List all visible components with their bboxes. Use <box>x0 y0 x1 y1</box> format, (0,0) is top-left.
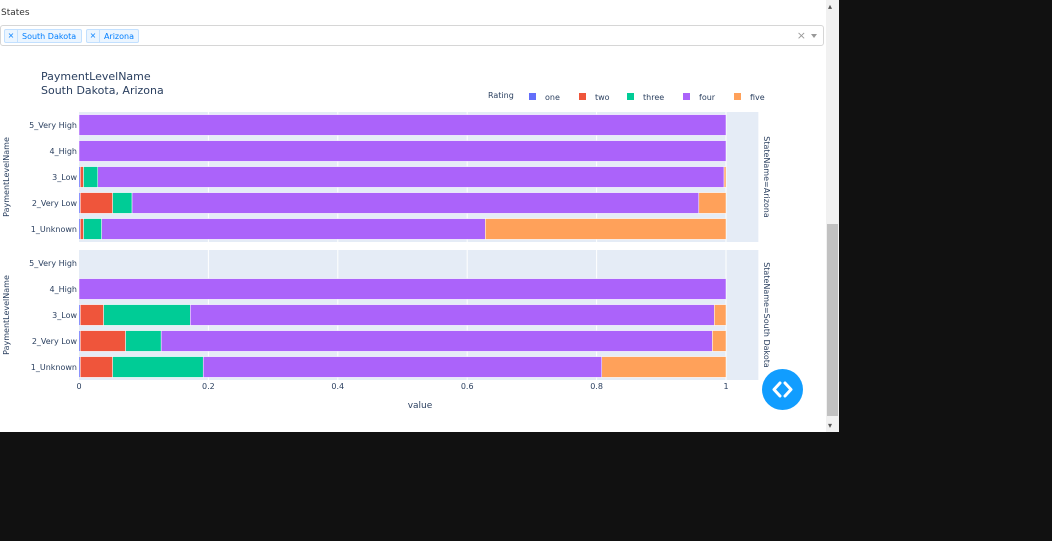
bar-segment-two <box>80 166 84 188</box>
app-frame: States × South Dakota × Arizona × Paymen… <box>0 0 839 432</box>
legend-label-two: two <box>595 93 610 102</box>
scroll-up-icon[interactable]: ▴ <box>828 2 833 11</box>
bar-segment-five <box>723 166 727 188</box>
legend-label-three: three <box>643 93 664 102</box>
clear-all-icon[interactable]: × <box>796 29 806 42</box>
bar-segment-two <box>80 330 126 352</box>
bar-segment-three <box>125 330 162 352</box>
legend-swatch-four <box>683 93 690 100</box>
dropdown-caret-icon[interactable] <box>811 34 817 38</box>
bar-segment-five <box>698 192 727 214</box>
chip-label: South Dakota <box>22 31 77 41</box>
states-multiselect[interactable]: × South Dakota × Arizona × <box>0 25 824 46</box>
legend-swatch-five <box>734 93 741 100</box>
scroll-thumb[interactable] <box>827 224 838 416</box>
bar-segment-five <box>712 330 727 352</box>
legend-swatch-one <box>529 93 536 100</box>
y-tick-label: 5_Very High <box>29 259 77 268</box>
x-tick-label: 1 <box>723 382 728 391</box>
y-tick-label: 2_Very Low <box>32 337 78 346</box>
x-tick-label: 0.4 <box>331 382 344 391</box>
chip-south-dakota: × South Dakota <box>4 29 82 43</box>
bar-segment-two <box>80 304 104 326</box>
bar-segment-two <box>80 218 84 240</box>
legend-label-one: one <box>545 93 560 102</box>
chip-arizona: × Arizona <box>86 29 139 43</box>
scroll-down-icon[interactable]: ▾ <box>828 421 833 430</box>
y-axis-title: PaymentLevelName <box>2 137 11 217</box>
chip-label: Arizona <box>103 31 134 41</box>
bar-segment-five <box>601 356 727 378</box>
x-tick-label: 0.6 <box>461 382 474 391</box>
code-arrows-icon <box>772 381 793 398</box>
bar-segment-four <box>131 192 700 214</box>
states-filter-label: States <box>1 8 30 18</box>
bar-segment-three <box>112 192 133 214</box>
legend-title: Rating <box>488 91 514 100</box>
page-nav-button[interactable] <box>762 369 803 410</box>
legend-swatch-two <box>579 93 586 100</box>
legend-label-five: five <box>750 93 765 102</box>
bar-segment-three <box>103 304 191 326</box>
chart-title-line: PaymentLevelName <box>41 70 151 83</box>
chip-remove-icon[interactable]: × <box>5 30 18 42</box>
bar-segment-five <box>714 304 727 326</box>
bar-segment-four <box>78 140 727 162</box>
legend-swatch-three <box>627 93 634 100</box>
bar-segment-three <box>83 218 102 240</box>
bar-segment-four <box>190 304 715 326</box>
bar-segment-two <box>80 192 113 214</box>
bar-segment-four <box>78 114 727 136</box>
bar-segment-four <box>160 330 713 352</box>
page-scrollbar[interactable]: ▴ ▾ <box>826 0 839 432</box>
y-tick-label: 1_Unknown <box>31 225 77 234</box>
y-tick-label: 4_High <box>50 147 77 156</box>
bar-segment-four <box>97 166 725 188</box>
chart-title-line: South Dakota, Arizona <box>41 84 164 97</box>
x-tick-label: 0.2 <box>202 382 215 391</box>
bar-segment-three <box>112 356 204 378</box>
x-tick-label: 0.8 <box>590 382 603 391</box>
bar-segment-three <box>83 166 99 188</box>
y-tick-label: 5_Very High <box>29 121 77 130</box>
legend-label-four: four <box>699 93 716 102</box>
bar-segment-two <box>80 356 113 378</box>
x-axis-title: value <box>408 401 433 411</box>
bar-segment-four <box>78 278 727 300</box>
y-tick-label: 4_High <box>50 285 77 294</box>
y-tick-label: 2_Very Low <box>32 199 78 208</box>
chip-remove-icon[interactable]: × <box>87 30 100 42</box>
bar-segment-four <box>101 218 486 240</box>
y-axis-title: PaymentLevelName <box>2 275 11 355</box>
y-tick-label: 1_Unknown <box>31 363 77 372</box>
x-tick-label: 0 <box>76 382 81 391</box>
bar-segment-five <box>485 218 727 240</box>
bar-segment-four <box>202 356 603 378</box>
y-tick-label: 3_Low <box>52 173 77 182</box>
facet-label: StateName=Arizona <box>762 136 771 218</box>
y-tick-label: 3_Low <box>52 311 77 320</box>
facet-label: StateName=South Dakota <box>762 262 771 368</box>
